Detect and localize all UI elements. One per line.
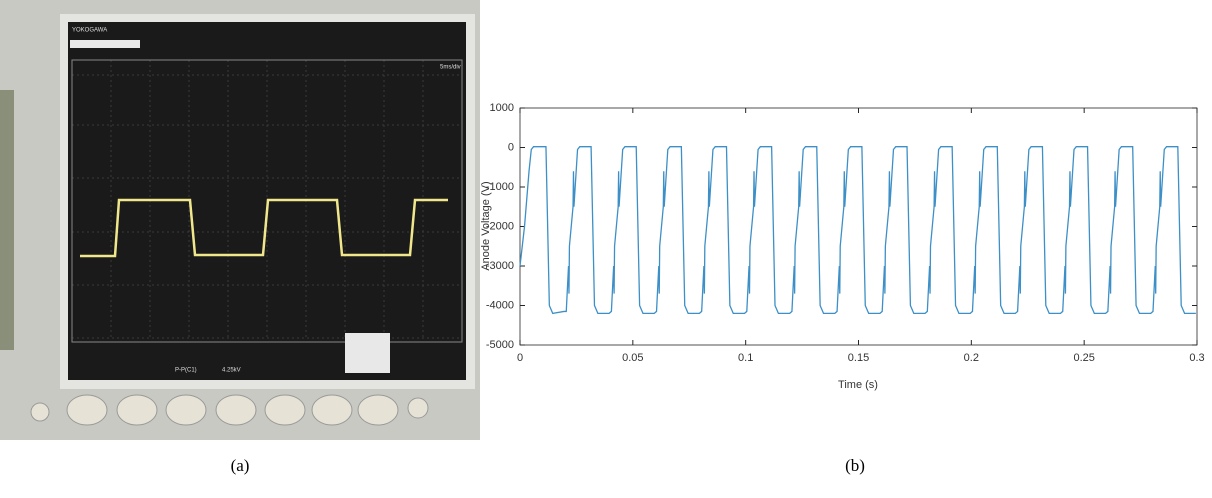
screen-box <box>71 59 463 343</box>
x-tick-label: 0.05 <box>622 352 643 364</box>
x-tick-label: 0.25 <box>1073 352 1094 364</box>
x-tick-label: 0.15 <box>848 352 869 364</box>
x-tick-label: 0 <box>517 352 523 364</box>
scope-trace <box>80 198 448 258</box>
x-tick-label: 0.1 <box>738 352 753 364</box>
y-tick-label: 1000 <box>490 102 514 114</box>
scope-measure-value: 4.25kV <box>222 368 241 374</box>
y-tick-label: -1000 <box>486 181 514 193</box>
y-tick-label: 0 <box>508 141 514 153</box>
y-tick-label: -4000 <box>486 299 514 311</box>
y-tick-label: -2000 <box>486 220 514 232</box>
y-tick-label: -5000 <box>486 339 514 351</box>
buttons <box>30 394 429 426</box>
x-tick-label: 0.2 <box>964 352 979 364</box>
caption: (b) <box>845 456 865 475</box>
oscilloscope-photo: YOKOGAWA 5ms/div P-P(C1) 4.25kV <box>0 0 480 440</box>
y-tick-label: -3000 <box>486 260 514 272</box>
softkey-box <box>345 333 390 373</box>
scope-timebase: 5ms/div <box>440 65 461 71</box>
y-axis-title: Anode Voltage (V) <box>480 181 492 270</box>
x-tick-label: 0.3 <box>1189 352 1204 364</box>
status-bar <box>70 40 140 48</box>
bezel-side <box>0 90 14 350</box>
plot-area <box>519 107 1198 346</box>
data-line <box>519 146 1196 315</box>
scope-brand: YOKOGAWA <box>72 28 107 34</box>
caption: (a) <box>231 456 250 475</box>
x-axis-title: Time (s) <box>838 379 878 391</box>
scope-measure-name: P-P(C1) <box>175 368 197 374</box>
